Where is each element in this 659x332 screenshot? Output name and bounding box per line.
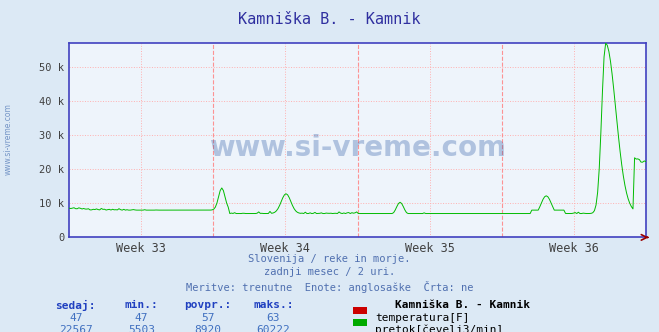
Text: temperatura[F]: temperatura[F] (375, 313, 469, 323)
Text: 63: 63 (267, 313, 280, 323)
Text: pretok[čevelj3/min]: pretok[čevelj3/min] (375, 325, 503, 332)
Text: 47: 47 (69, 313, 82, 323)
Text: Meritve: trenutne  Enote: anglosaške  Črta: ne: Meritve: trenutne Enote: anglosaške Črta… (186, 281, 473, 292)
Text: www.si-vreme.com: www.si-vreme.com (3, 104, 13, 175)
Text: 8920: 8920 (194, 325, 221, 332)
Text: 47: 47 (135, 313, 148, 323)
Text: 5503: 5503 (129, 325, 155, 332)
Text: Kamniška B. - Kamnik: Kamniška B. - Kamnik (395, 300, 530, 310)
Text: Kamniška B. - Kamnik: Kamniška B. - Kamnik (239, 12, 420, 27)
Text: povpr.:: povpr.: (184, 300, 231, 310)
Text: www.si-vreme.com: www.si-vreme.com (209, 134, 506, 162)
Text: 22567: 22567 (59, 325, 93, 332)
Text: 57: 57 (201, 313, 214, 323)
Text: maks.:: maks.: (253, 300, 294, 310)
Text: 60222: 60222 (256, 325, 291, 332)
Text: sedaj:: sedaj: (55, 300, 96, 311)
Text: Slovenija / reke in morje.: Slovenija / reke in morje. (248, 254, 411, 264)
Text: zadnji mesec / 2 uri.: zadnji mesec / 2 uri. (264, 267, 395, 277)
Text: min.:: min.: (125, 300, 159, 310)
